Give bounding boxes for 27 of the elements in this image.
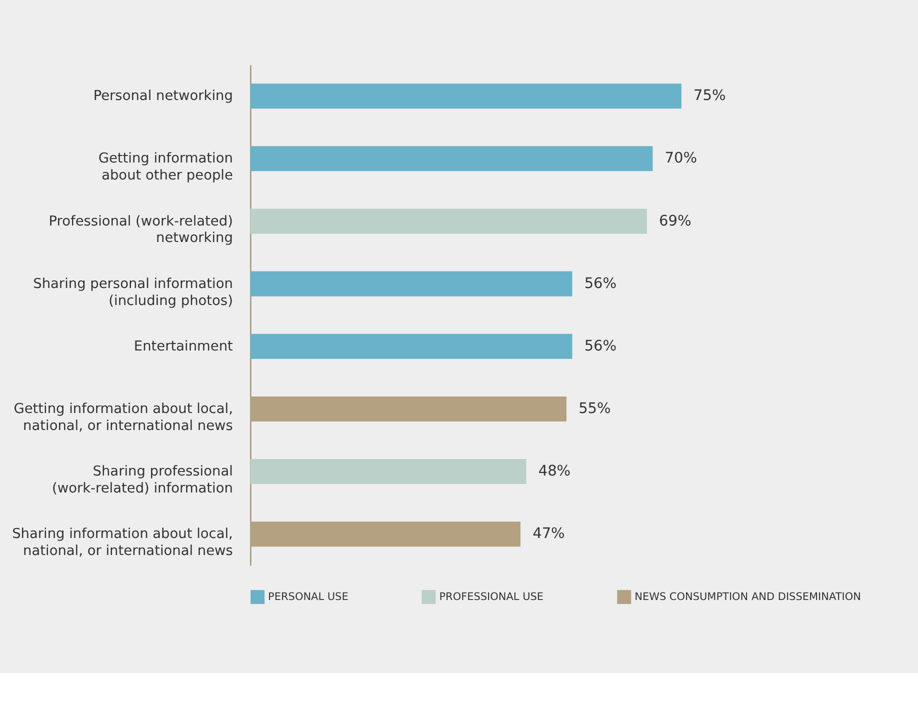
y-tick-label: Getting information about local, national, or international news xyxy=(14,401,233,434)
data-label: 69% xyxy=(659,213,692,230)
data-label: 56% xyxy=(584,276,617,292)
bar xyxy=(250,271,572,296)
bar xyxy=(250,84,682,109)
bar xyxy=(250,208,647,234)
data-label: 55% xyxy=(578,401,611,417)
y-tick-label: Sharing personal information (including photos) xyxy=(33,276,233,309)
y-tick-label: Sharing professional (work-related) information xyxy=(52,464,233,497)
legend-label: NEWS CONSUMPTION AND DISSEMINATION xyxy=(634,591,861,604)
y-tick-label: Professional (work-related) networking xyxy=(48,213,233,246)
data-label: 70% xyxy=(664,150,698,167)
y-tick-label: Entertainment xyxy=(134,338,234,354)
bar xyxy=(250,396,566,422)
data-label: 56% xyxy=(584,338,617,354)
y-tick-label: Sharing information about local, national, or international news xyxy=(12,526,233,560)
legend-label: PROFESSIONAL USE xyxy=(439,591,544,604)
data-label: 48% xyxy=(538,464,571,480)
bar xyxy=(250,522,520,547)
legend-label: PERSONAL USE xyxy=(268,591,348,604)
bar xyxy=(250,459,526,484)
bar xyxy=(250,334,572,359)
y-tick-label: Personal networking xyxy=(93,88,233,104)
data-label: 47% xyxy=(532,526,565,542)
data-label: 75% xyxy=(694,88,726,104)
y-tick-label: Getting information about other people xyxy=(98,150,233,184)
bar xyxy=(250,146,653,172)
